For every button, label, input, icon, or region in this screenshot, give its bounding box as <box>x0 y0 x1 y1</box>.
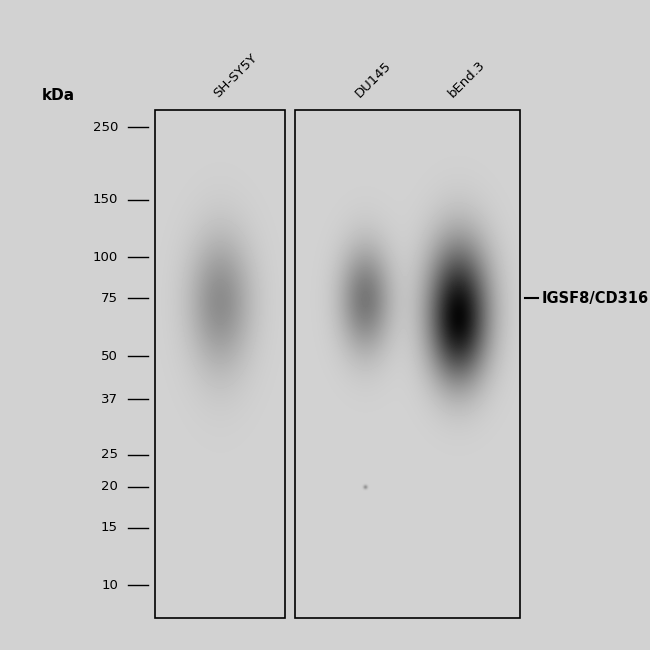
Bar <box>295 110 520 618</box>
Text: 75: 75 <box>101 292 118 305</box>
Text: kDa: kDa <box>42 88 75 103</box>
Text: 10: 10 <box>101 578 118 592</box>
Text: 250: 250 <box>92 120 118 133</box>
Bar <box>155 110 285 618</box>
Text: 25: 25 <box>101 448 118 461</box>
Text: 150: 150 <box>92 193 118 206</box>
Text: IGSF8/CD316: IGSF8/CD316 <box>542 291 649 306</box>
Text: 37: 37 <box>101 393 118 406</box>
Text: 15: 15 <box>101 521 118 534</box>
Text: 100: 100 <box>93 251 118 264</box>
Text: 20: 20 <box>101 480 118 493</box>
Bar <box>295 110 520 618</box>
Text: 50: 50 <box>101 350 118 363</box>
Text: SH-SY5Y: SH-SY5Y <box>211 51 259 100</box>
Text: DU145: DU145 <box>353 59 394 100</box>
Text: bEnd.3: bEnd.3 <box>446 58 488 100</box>
Bar <box>155 110 285 618</box>
